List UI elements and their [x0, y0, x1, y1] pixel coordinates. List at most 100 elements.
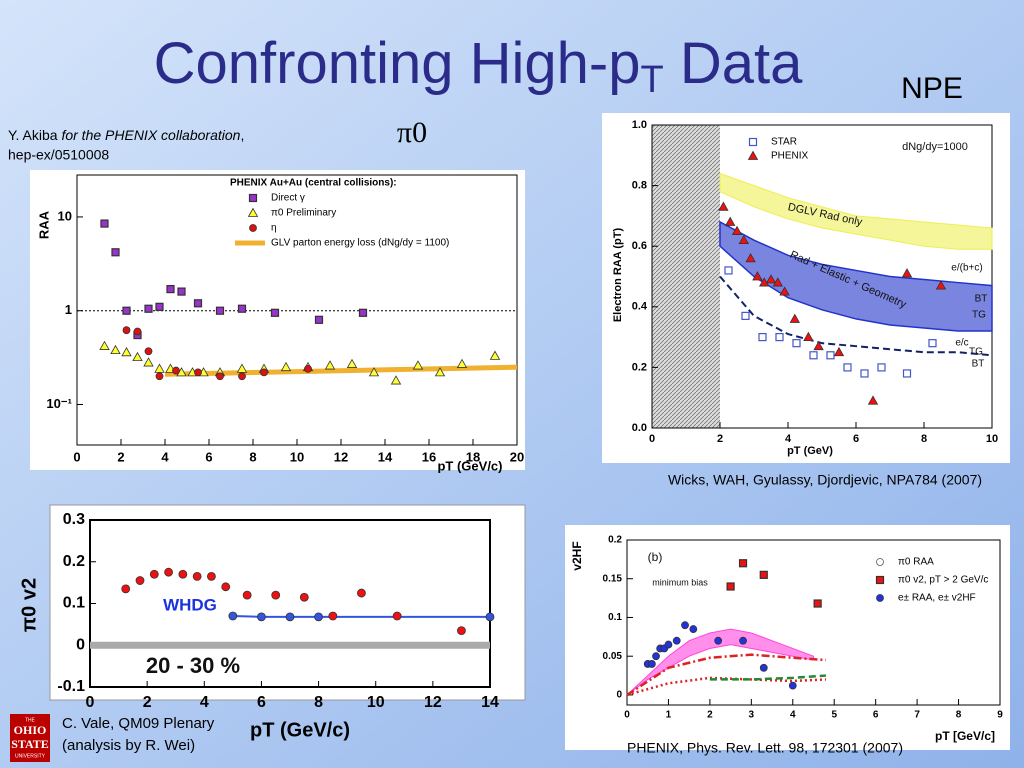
- x-tick-label: 5: [831, 710, 837, 721]
- x-axis-label: pT (GeV): [787, 445, 833, 457]
- marker: [207, 571, 216, 581]
- x-tick-label: 2: [143, 694, 152, 711]
- y-tick-label: 0.2: [608, 535, 622, 546]
- x-tick-label: 0: [86, 694, 95, 711]
- line: [626, 653, 827, 696]
- y-tick-label: 10: [58, 208, 72, 223]
- x-tick-label: 4: [790, 710, 796, 721]
- marker: [759, 277, 770, 287]
- legend-label: π0 RAA: [898, 557, 934, 568]
- legend-title: PHENIX Au+Au (central collisions):: [230, 178, 397, 189]
- marker: [149, 569, 159, 579]
- y-tick-label: 0.4: [632, 301, 648, 313]
- legend-label: π0 v2, pT > 2 GeV/c: [898, 575, 988, 586]
- marker: [358, 308, 368, 317]
- panel: [49, 504, 526, 701]
- x-tick-label: 9: [997, 710, 1003, 721]
- marker: [238, 372, 246, 381]
- x-tick-label: 8: [956, 710, 962, 721]
- legend-marker: [748, 137, 758, 147]
- x-tick-label: 6: [257, 694, 266, 711]
- legend-marker: [747, 150, 759, 160]
- legend-label: GLV parton energy loss (dNg/dy = 1100): [271, 238, 449, 249]
- y-tick-label: 0: [616, 690, 622, 701]
- x-tick-label: 4: [161, 449, 169, 464]
- marker: [745, 253, 756, 263]
- marker: [928, 339, 937, 348]
- logo-text: OHIO: [14, 723, 47, 737]
- annotation: BT: [975, 294, 988, 305]
- marker: [412, 360, 424, 370]
- marker: [270, 308, 280, 317]
- marker: [664, 640, 673, 649]
- marker: [489, 350, 501, 360]
- logo-text: STATE: [11, 737, 49, 751]
- marker: [779, 286, 790, 296]
- marker: [122, 326, 131, 335]
- band: [719, 220, 993, 332]
- x-tick-label: 7: [914, 710, 920, 721]
- plot-frame: [626, 539, 1001, 706]
- marker: [752, 271, 763, 281]
- legend-marker: [247, 207, 259, 217]
- marker: [299, 592, 309, 602]
- marker: [215, 306, 225, 315]
- title-part: Data: [664, 31, 803, 96]
- legend-label: PHENIX: [771, 151, 809, 162]
- logo: [10, 714, 50, 762]
- marker: [257, 612, 266, 622]
- x-tick-label: 6: [853, 433, 859, 445]
- citation-part: Y. Akiba: [8, 127, 58, 143]
- x-tick-label: 8: [921, 433, 927, 445]
- y-axis-label: Electron RAA (pT): [612, 228, 624, 323]
- marker: [726, 582, 735, 591]
- marker: [144, 304, 153, 313]
- marker: [221, 582, 231, 592]
- citation: (analysis by R. Wei): [62, 737, 195, 754]
- marker: [177, 287, 186, 296]
- marker: [456, 358, 468, 368]
- marker: [304, 364, 312, 373]
- annotation: e/(b+c): [951, 263, 982, 274]
- marker: [485, 612, 495, 622]
- logo-text: THE: [25, 717, 36, 723]
- pi0-label: π0: [397, 116, 427, 149]
- citation: PHENIX, Phys. Rev. Lett. 98, 172301 (200…: [627, 740, 903, 756]
- marker: [242, 590, 252, 600]
- npe-label: NPE: [901, 72, 963, 105]
- x-axis-label: pT (GeV/c): [250, 719, 350, 741]
- y-tick-label: 10⁻¹: [46, 396, 72, 411]
- y-tick-label: 0.8: [632, 180, 647, 192]
- marker: [759, 663, 768, 672]
- marker: [132, 351, 143, 362]
- legend-label: e± RAA, e± v2HF: [898, 593, 976, 604]
- annotation: TG: [969, 347, 983, 358]
- legend-marker: [248, 193, 258, 203]
- marker: [155, 302, 164, 311]
- y-axis-label: v2HF: [570, 541, 584, 570]
- x-tick-label: 8: [249, 449, 256, 464]
- x-tick-label: 2: [717, 433, 723, 445]
- marker: [392, 611, 402, 621]
- marker: [368, 367, 380, 377]
- annotation: (b): [648, 550, 663, 564]
- marker: [731, 225, 743, 235]
- marker: [772, 277, 783, 287]
- x-tick-label: 6: [205, 449, 212, 464]
- x-axis-label: pT [GeV/c]: [935, 729, 995, 743]
- marker: [237, 304, 247, 313]
- marker: [647, 660, 656, 668]
- logo-text: UNIVERSITY: [15, 753, 46, 759]
- x-tick-label: 4: [200, 694, 209, 711]
- legend-marker: [876, 594, 884, 602]
- y-tick-label: 0.2: [63, 553, 85, 570]
- marker: [390, 375, 402, 385]
- y-tick-label: 0.05: [603, 651, 623, 662]
- marker: [236, 363, 248, 373]
- shaded-region: [652, 125, 720, 428]
- panel: [565, 525, 1010, 750]
- marker: [672, 636, 681, 645]
- marker: [457, 626, 466, 636]
- marker: [826, 351, 835, 360]
- marker: [681, 621, 689, 630]
